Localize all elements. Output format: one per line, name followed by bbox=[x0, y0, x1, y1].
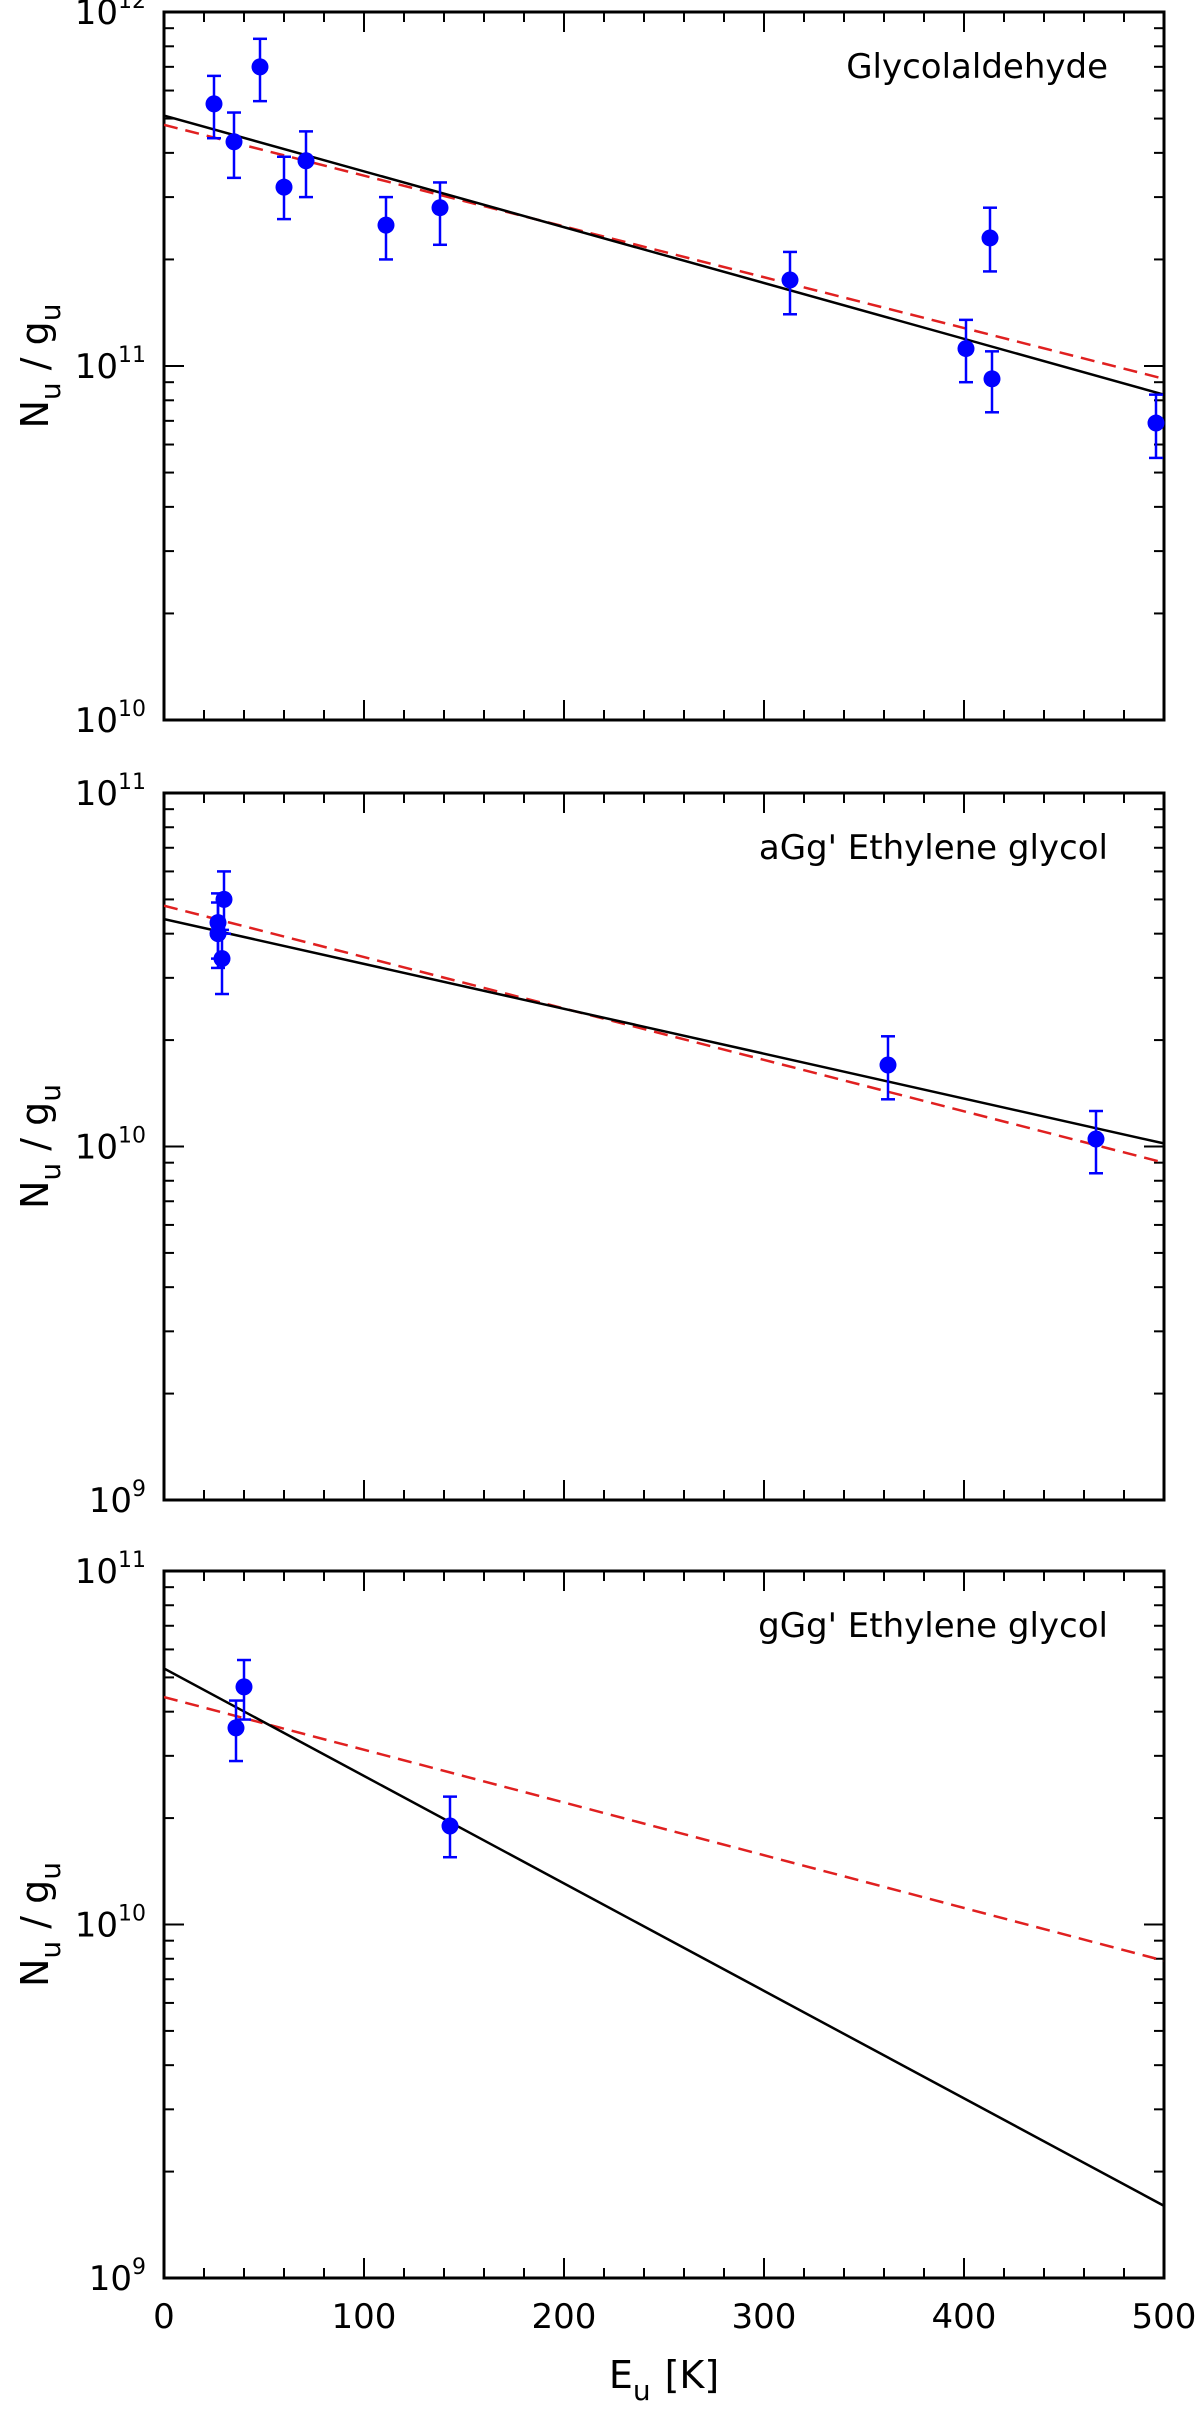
x-tick-label: 200 bbox=[532, 2297, 597, 2337]
data-point bbox=[227, 1719, 245, 1737]
fit-line-dashed bbox=[164, 123, 1164, 381]
data-point bbox=[957, 340, 975, 358]
data-point bbox=[275, 178, 293, 196]
fit-line-solid bbox=[164, 114, 1164, 396]
data-point bbox=[981, 229, 999, 247]
x-tick-label: 0 bbox=[153, 2297, 175, 2337]
data-point bbox=[1087, 1130, 1105, 1148]
data-point bbox=[781, 271, 799, 289]
y-tick-label: 1011 bbox=[75, 343, 146, 387]
panel-agg-ethylene-glycol: 109 1010 1011 Nu / gu aGg' Ethylene glycol bbox=[13, 770, 1166, 1521]
y-tick-label: 1011 bbox=[75, 770, 146, 814]
panel-title: gGg' Ethylene glycol bbox=[758, 1606, 1108, 1646]
data-point bbox=[215, 890, 233, 908]
x-tick-label: 300 bbox=[732, 2297, 797, 2337]
panel-title: aGg' Ethylene glycol bbox=[759, 828, 1108, 868]
data-point bbox=[205, 95, 223, 113]
data-point bbox=[297, 152, 315, 170]
data-point bbox=[225, 133, 243, 151]
y-tick-label: 1010 bbox=[75, 697, 146, 741]
y-tick-label: 1010 bbox=[75, 1124, 146, 1168]
plot-frame bbox=[162, 10, 1166, 722]
y-tick-label: 109 bbox=[89, 2255, 146, 2299]
data-point bbox=[213, 950, 231, 968]
x-tick-label: 100 bbox=[332, 2297, 397, 2337]
y-axis-label: Nu / gu bbox=[13, 1084, 67, 1209]
y-tick-label: 1012 bbox=[75, 0, 146, 33]
y-axis-label: Nu / gu bbox=[13, 303, 67, 428]
y-tick-label: 1010 bbox=[75, 1902, 146, 1946]
fit-line-solid bbox=[164, 1667, 1164, 2207]
data-point bbox=[431, 199, 449, 217]
x-tick-label: 500 bbox=[1132, 2297, 1197, 2337]
plot-frame bbox=[162, 791, 1166, 1502]
y-tick-label: 109 bbox=[89, 1477, 146, 1521]
fit-line-dashed bbox=[164, 1695, 1164, 1962]
panel-title: Glycolaldehyde bbox=[846, 47, 1108, 87]
data-point bbox=[1147, 414, 1165, 432]
y-axis-label: Nu / gu bbox=[13, 1862, 67, 1987]
data-point bbox=[235, 1678, 253, 1696]
panel-ggg-ethylene-glycol: 109 1010 1011 0 100 200 300 400 500 Nu / gu Eu [K] g… bbox=[13, 1548, 1196, 2407]
x-axis-label: Eu [K] bbox=[609, 2353, 719, 2407]
data-point bbox=[441, 1817, 459, 1835]
data-point bbox=[377, 216, 395, 234]
plot-frame bbox=[162, 1569, 1166, 2280]
data-point bbox=[879, 1056, 897, 1074]
y-tick-label: 1011 bbox=[75, 1548, 146, 1592]
fit-line-dashed bbox=[164, 904, 1164, 1164]
data-point bbox=[251, 58, 269, 76]
fit-line-solid bbox=[164, 917, 1164, 1145]
x-tick-label: 400 bbox=[932, 2297, 997, 2337]
data-point bbox=[983, 370, 1001, 388]
panel-glycolaldehyde: 1010 1011 1012 Nu / gu Glycolaldehyde bbox=[13, 0, 1166, 741]
